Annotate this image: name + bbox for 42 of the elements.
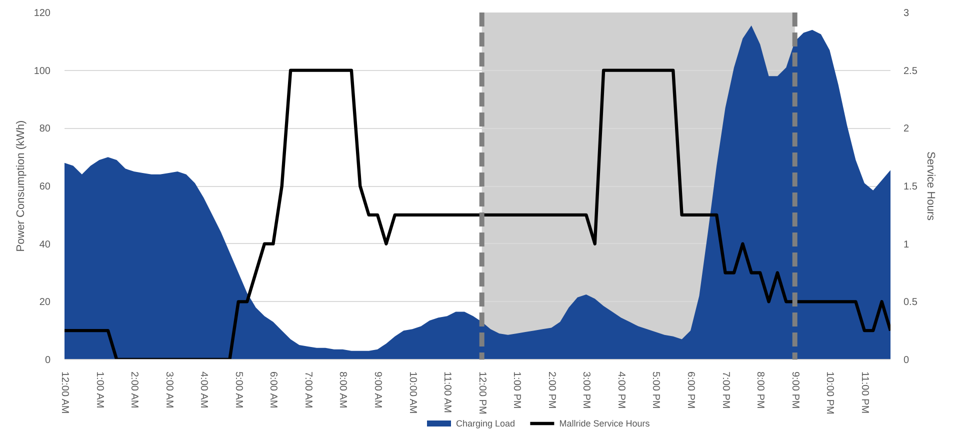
legend-label: Mallride Service Hours: [559, 418, 650, 428]
x-tick-label: 4:00 PM: [615, 372, 626, 409]
y-tick-label: 100: [34, 66, 51, 77]
x-tick-label: 2:00 PM: [546, 372, 557, 409]
y2-tick-label: 2.5: [904, 66, 918, 77]
y-tick-label: 80: [39, 124, 51, 135]
x-tick-label: 7:00 PM: [720, 372, 731, 409]
x-tick-label: 9:00 AM: [372, 372, 384, 408]
y-tick-label: 20: [39, 297, 51, 308]
x-tick-label: 8:00 AM: [337, 372, 348, 408]
x-tick-label: 11:00 PM: [858, 372, 870, 414]
x-tick-label: 9:00 PM: [789, 372, 800, 409]
x-tick-label: 6:00 PM: [685, 372, 696, 409]
y-axis-title: Power Consumption (kWh): [14, 120, 27, 252]
x-tick-label: 6:00 AM: [268, 372, 279, 408]
y2-tick-label: 0: [904, 355, 910, 366]
y2-axis-title: Service Hours: [924, 151, 936, 222]
x-tick-label: 7:00 AM: [302, 372, 314, 408]
y-tick-label: 40: [39, 239, 51, 250]
legend-label: Charging Load: [456, 418, 516, 428]
x-tick-label: 8:00 PM: [754, 372, 766, 409]
x-tick-label: 10:00 PM: [824, 372, 836, 414]
y-tick-label: 60: [39, 182, 51, 192]
x-tick-label: 2:00 AM: [128, 372, 140, 408]
x-tick-label: 12:00 AM: [59, 372, 70, 414]
y2-tick-label: 2: [904, 124, 910, 135]
y-tick-label: 120: [34, 8, 51, 19]
y-tick-label: 0: [44, 355, 51, 366]
y2-tick-label: 0.5: [904, 297, 918, 308]
x-tick-label: 1:00 AM: [94, 372, 105, 408]
y2-tick-label: 1.5: [904, 182, 918, 192]
y2-tick-label: 1: [904, 239, 910, 250]
x-tick-label: 4:00 AM: [198, 372, 210, 408]
x-tick-label: 11:00 AM: [442, 372, 453, 414]
x-tick-label: 5:00 AM: [232, 372, 244, 408]
x-tick-label: 12:00 PM: [476, 372, 488, 414]
x-tick-label: 3:00 AM: [163, 372, 174, 408]
x-tick-label: 5:00 PM: [650, 372, 662, 409]
x-tick-label: 3:00 PM: [580, 372, 592, 409]
x-tick-label: 1:00 PM: [511, 372, 522, 409]
y2-tick-label: 3: [904, 8, 910, 19]
x-tick-label: 10:00 AM: [406, 372, 418, 414]
